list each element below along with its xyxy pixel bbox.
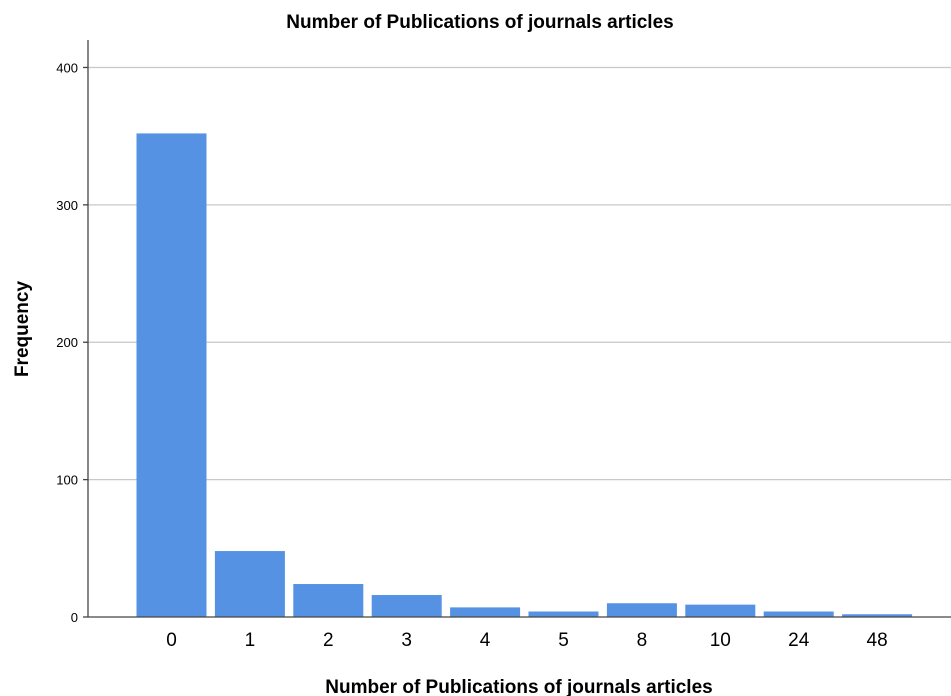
- x-tick-label: 3: [401, 630, 412, 651]
- y-tick-label: 200: [56, 335, 78, 350]
- y-axis-title: Frequency: [12, 281, 33, 378]
- x-tick-label: 8: [637, 630, 648, 651]
- bar-5: [528, 611, 599, 617]
- x-tick-label: 48: [867, 630, 888, 651]
- bar-3: [371, 595, 442, 617]
- y-tick-label: 400: [56, 60, 78, 75]
- bar-48: [842, 614, 913, 617]
- bar-2: [293, 584, 364, 617]
- x-tick-label: 24: [788, 630, 810, 651]
- bar-10: [685, 604, 756, 617]
- x-tick-label: 2: [323, 630, 334, 651]
- x-tick-label: 1: [245, 630, 256, 651]
- x-tick-label: 0: [166, 630, 177, 651]
- x-tick-labels: 0 1 2 3 4 5 8 10 24 48: [166, 630, 887, 651]
- y-tick-label: 300: [56, 198, 78, 213]
- y-tick-labels: 0 100 200 300 400: [56, 60, 78, 625]
- chart-title: Number of Publications of journals artic…: [286, 12, 673, 33]
- bars: [136, 133, 913, 617]
- x-axis-title: Number of Publications of journals artic…: [325, 677, 712, 696]
- bar-1: [214, 551, 285, 617]
- y-tick-label: 100: [56, 473, 78, 488]
- gridlines: [83, 66, 951, 618]
- x-tick-label: 4: [480, 630, 491, 651]
- bar-0: [136, 133, 207, 617]
- x-tick-label: 5: [558, 630, 569, 651]
- y-tick-label: 0: [71, 610, 78, 625]
- bar-8: [606, 603, 677, 617]
- bar-4: [450, 607, 521, 617]
- axes: [87, 40, 951, 618]
- x-tick-label: 10: [710, 630, 731, 651]
- bar-24: [763, 611, 834, 617]
